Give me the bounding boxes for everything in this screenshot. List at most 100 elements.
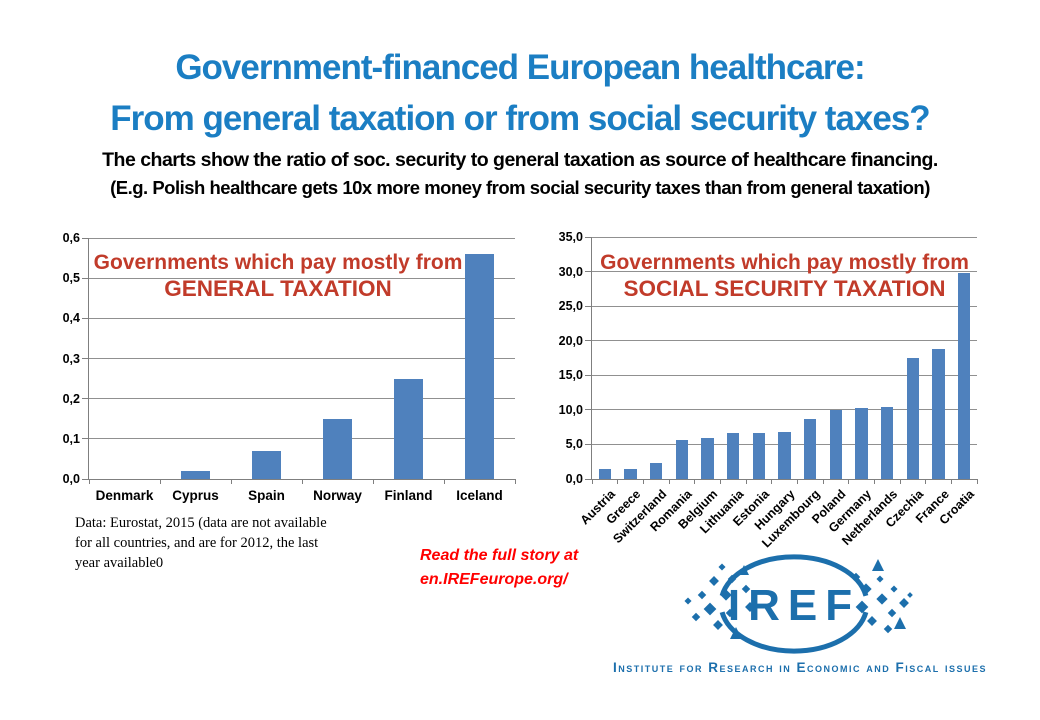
x-axis-tick <box>372 479 374 484</box>
y-axis-label: 5,0 <box>565 437 583 452</box>
y-axis-tick <box>81 398 88 400</box>
x-axis-tick <box>694 479 696 484</box>
bar-spain <box>251 450 282 479</box>
bar-cyprus <box>180 470 211 479</box>
bar-finland <box>393 378 424 479</box>
bar-iceland <box>464 254 495 479</box>
gridline <box>89 358 515 359</box>
x-axis-label: Denmark <box>95 488 154 503</box>
y-axis-tick <box>81 237 88 239</box>
chart-heading-line-2: GENERAL TAXATION <box>164 276 392 301</box>
y-axis-label: 15,0 <box>558 368 583 383</box>
x-axis-tick <box>301 479 303 484</box>
chart-heading-line-2: SOCIAL SECURITY TAXATION <box>623 276 946 301</box>
y-axis-label: 0,1 <box>62 431 80 446</box>
story-link-line-2: en.IREFeurope.org/ <box>420 571 568 588</box>
gridline <box>592 305 977 307</box>
x-axis-tick <box>159 479 161 484</box>
x-axis-tick <box>771 479 773 484</box>
chart-heading-line-1: Governments which pay mostly from <box>600 251 969 274</box>
note-line-2: for all countries, and are for 2012, the… <box>75 535 319 551</box>
gridline <box>89 277 515 279</box>
x-axis-tick <box>617 479 619 484</box>
y-axis-label: 20,0 <box>558 333 583 348</box>
x-axis-tick <box>848 479 850 484</box>
y-axis-tick <box>584 305 591 307</box>
bar-norway <box>322 418 353 479</box>
y-axis-tick <box>81 317 88 319</box>
y-axis-label: 0,2 <box>62 391 80 406</box>
y-axis-tick <box>81 438 88 440</box>
bar-estonia <box>752 433 765 479</box>
y-axis-label: 25,0 <box>558 299 583 314</box>
gridline <box>89 398 515 400</box>
title-line-1: Government-financed European healthcare: <box>175 48 865 87</box>
bar-romania <box>675 439 688 479</box>
y-axis-tick <box>81 277 88 279</box>
bar-hungary <box>778 431 791 479</box>
subtitle-line-2: (E.g. Polish healthcare gets 10x more mo… <box>110 177 930 198</box>
story-link-line-1: Read the full story at <box>420 547 579 564</box>
bar-austria <box>598 468 611 479</box>
bar-switzerland <box>650 463 663 479</box>
x-axis-tick <box>719 479 721 484</box>
gridline <box>592 340 977 342</box>
x-axis-tick <box>925 479 927 484</box>
x-axis-tick <box>873 479 875 484</box>
gridline <box>89 438 515 440</box>
chart-heading-social-security: Governments which pay mostly from SOCIAL… <box>592 250 977 302</box>
gridline <box>89 317 515 319</box>
gridline <box>592 374 977 376</box>
x-axis-tick <box>591 479 593 484</box>
y-axis-tick <box>584 340 591 342</box>
chart-social-security-taxation: Governments which pay mostly from SOCIAL… <box>559 230 978 550</box>
data-source-note: Data: Eurostat, 2015 (data are not avail… <box>75 513 355 573</box>
bar-poland <box>829 409 842 479</box>
gridline <box>592 236 977 238</box>
x-axis-tick <box>88 479 90 484</box>
bar-belgium <box>701 437 714 479</box>
y-axis-tick <box>584 271 591 273</box>
y-axis-tick <box>584 374 591 376</box>
y-axis-tick <box>584 409 591 411</box>
y-axis-label: 0,4 <box>62 311 80 326</box>
iref-tagline: Institute for Research in Economic and F… <box>612 660 987 675</box>
bar-croatia <box>958 272 971 479</box>
note-line-3: year available0 <box>75 555 164 571</box>
gridline <box>89 237 515 239</box>
x-axis-tick <box>443 479 445 484</box>
x-axis-tick <box>899 479 901 484</box>
y-axis-label: 0,0 <box>565 472 583 486</box>
y-axis-label: 0,3 <box>62 351 80 366</box>
chart-heading-general-taxation: Governments which pay mostly from GENERA… <box>65 250 491 302</box>
x-axis-label: Norway <box>313 488 362 503</box>
y-axis-label: 0,6 <box>62 231 80 245</box>
y-axis-tick <box>81 478 88 480</box>
title-line-2: From general taxation or from social sec… <box>110 99 930 138</box>
x-axis-label: Spain <box>248 488 285 503</box>
note-line-1: Data: Eurostat, 2015 (data are not avail… <box>75 515 327 531</box>
page-title: Government-financed European healthcare:… <box>0 42 1040 144</box>
x-axis-tick <box>668 479 670 484</box>
x-axis-label: Finland <box>384 488 433 503</box>
y-axis-label: 0,0 <box>62 472 80 486</box>
y-axis-label: 30,0 <box>558 264 583 279</box>
bar-france <box>932 349 945 479</box>
y-axis-tick <box>584 443 591 445</box>
chart-heading-line-1: Governments which pay mostly from <box>93 251 463 274</box>
x-axis-tick <box>514 479 516 484</box>
x-axis-tick <box>642 479 644 484</box>
y-axis-label: 10,0 <box>558 402 583 417</box>
y-axis-label: 35,0 <box>558 230 583 244</box>
gridline <box>592 409 977 411</box>
y-axis-tick <box>584 236 591 238</box>
read-full-story-text: Read the full story at en.IREFeurope.org… <box>420 544 578 592</box>
iref-logo: IREF <box>684 554 913 654</box>
y-axis-label: 0,5 <box>62 271 80 286</box>
x-axis-tick <box>950 479 952 484</box>
x-axis-tick <box>822 479 824 484</box>
bar-germany <box>855 408 868 479</box>
x-axis-tick <box>976 479 978 484</box>
bar-luxembourg <box>804 418 817 479</box>
